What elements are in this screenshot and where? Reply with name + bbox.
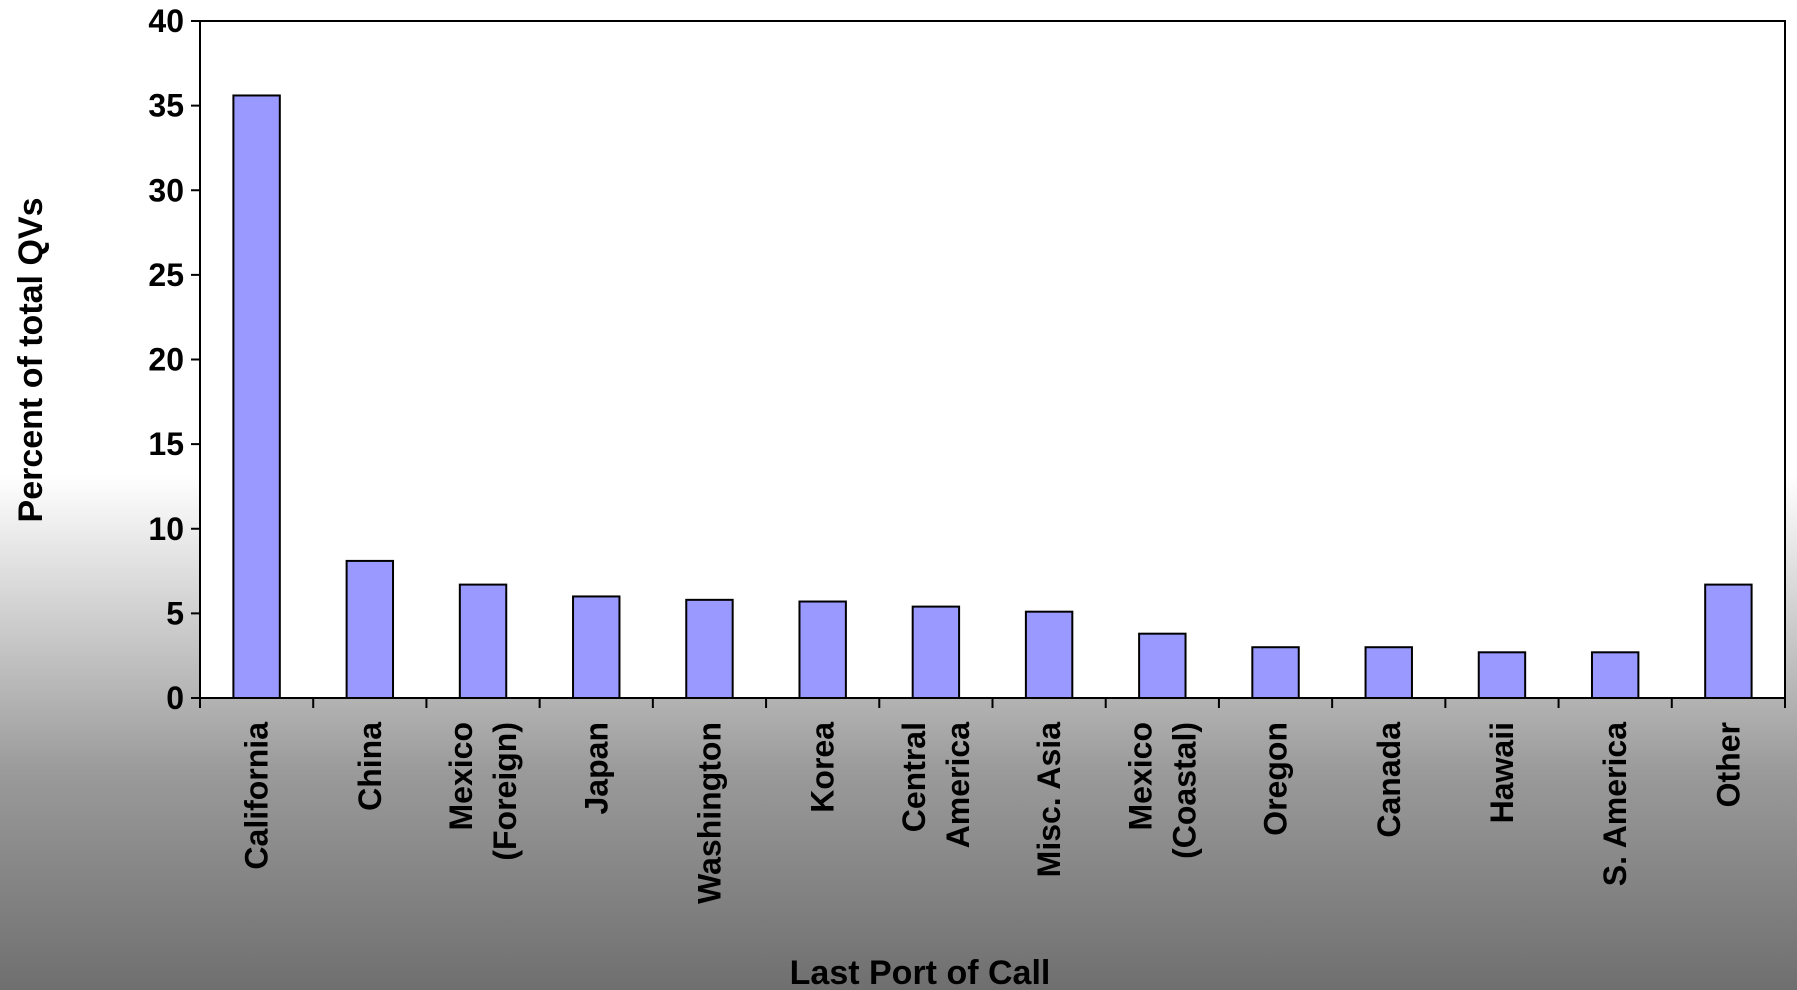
- x-tick-label: Misc. Asia: [1031, 722, 1067, 878]
- x-tick-label: China: [352, 722, 388, 811]
- bars: [232, 94, 1753, 700]
- bar: [572, 595, 621, 700]
- bar: [232, 94, 281, 700]
- bar: [1024, 610, 1074, 699]
- x-tick-label: Oregon: [1258, 722, 1294, 836]
- y-tick-label: 5: [166, 595, 184, 631]
- y-tick-label: 25: [148, 257, 184, 293]
- x-tick-label: Washington: [691, 722, 727, 904]
- y-axis-title: Percent of total QVs: [12, 198, 50, 523]
- bar: [1704, 583, 1753, 699]
- x-tick-label: California: [239, 722, 275, 870]
- x-tick-label: Central: [896, 722, 932, 832]
- x-tick-label: Hawaii: [1484, 722, 1520, 823]
- x-tick-label: Other: [1710, 722, 1746, 807]
- bar: [1364, 646, 1413, 699]
- y-tick-label: 10: [148, 511, 184, 547]
- x-tick-label: (Coastal): [1166, 722, 1202, 859]
- y-tick-label: 40: [148, 3, 184, 39]
- x-tick-label: (Foreign): [487, 722, 523, 861]
- x-tick-label: Korea: [805, 722, 841, 813]
- bar: [798, 600, 847, 700]
- y-tick-label: 15: [148, 426, 184, 462]
- bar: [1138, 632, 1187, 699]
- y-tick-label: 0: [166, 680, 184, 716]
- x-tick-label: Mexico: [1122, 722, 1158, 830]
- x-axis-title: Last Port of Call: [790, 954, 1051, 990]
- x-tick-label: America: [940, 722, 976, 849]
- x-tick-label: S. America: [1597, 722, 1633, 886]
- y-axis: 0 5 10 15 20 25 30 35 40: [148, 3, 200, 716]
- y-tick-label: 35: [148, 88, 184, 124]
- bar: [1477, 651, 1527, 699]
- bar: [685, 598, 734, 700]
- bar: [1590, 651, 1640, 699]
- y-tick-label: 20: [148, 342, 184, 378]
- x-axis: California China Mexico (Foreign) Japan Washi…: [199, 698, 1786, 904]
- x-tick-label: Mexico: [443, 722, 479, 830]
- x-tick-label: Canada: [1371, 722, 1407, 838]
- bar: [458, 583, 508, 699]
- bar: [911, 605, 961, 699]
- x-tick-label: Japan: [578, 722, 614, 814]
- plot-area: [199, 20, 1786, 699]
- y-tick-label: 30: [148, 172, 184, 208]
- bar: [345, 559, 395, 699]
- bar: [1251, 646, 1300, 699]
